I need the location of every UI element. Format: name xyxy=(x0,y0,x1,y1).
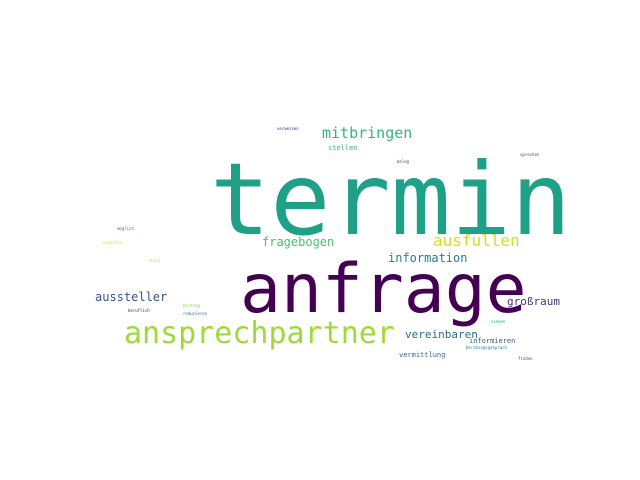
word-moglich: moglich xyxy=(117,226,134,231)
word-beleg: beleg xyxy=(397,159,410,164)
word-grossraum: großraum xyxy=(507,295,560,308)
word-information: information xyxy=(388,251,468,265)
word-vermittlung: vermittlung xyxy=(399,351,446,359)
word-vereinbaren: vereinbaren xyxy=(405,328,478,341)
word-sinken: sinken xyxy=(491,319,506,324)
word-erwerben: erwerben xyxy=(103,240,123,245)
word-aussteller: aussteller xyxy=(95,290,168,304)
word-informieren: informieren xyxy=(469,337,516,345)
word-beitrag: beitrag xyxy=(183,303,200,308)
word-bald: bald xyxy=(150,258,160,263)
word-ausfullen: ausfullen xyxy=(433,231,520,250)
word-reduzieren: reduzieren xyxy=(183,311,208,316)
word-beruflich: beruflich xyxy=(128,308,150,313)
word-fragebogen: fragebogen xyxy=(262,235,335,249)
word-anfrage: anfrage xyxy=(240,250,527,329)
word-ansprechpartner: ansprechpartner xyxy=(124,316,395,351)
word-verweisen: verweisen xyxy=(277,126,299,131)
word-stellen: stellen xyxy=(328,144,358,152)
word-beratungsgesprach: beratungsgesprach xyxy=(466,345,507,350)
word-sprechen: sprechen xyxy=(520,152,540,157)
word-finden: finden xyxy=(518,356,533,361)
word-termin: termin xyxy=(210,141,572,258)
word-mitbringen: mitbringen xyxy=(322,124,413,142)
